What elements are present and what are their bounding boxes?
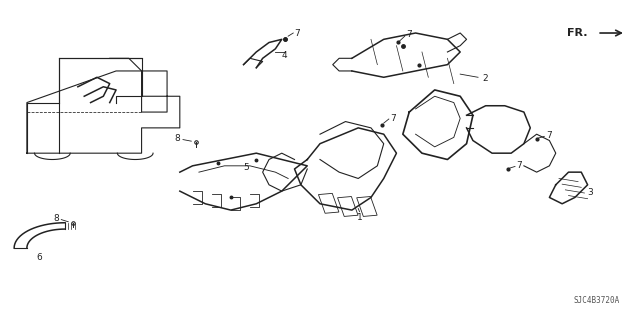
- Bar: [337, 197, 358, 216]
- Text: FR.: FR.: [567, 28, 588, 38]
- Text: 7: 7: [516, 161, 522, 170]
- Bar: [319, 193, 339, 213]
- Text: 7: 7: [294, 28, 300, 38]
- Text: 2: 2: [483, 74, 488, 83]
- Text: 5: 5: [244, 163, 250, 172]
- Text: 4: 4: [282, 51, 287, 60]
- Text: 3: 3: [588, 188, 593, 197]
- Text: 1: 1: [356, 213, 362, 222]
- Text: 8: 8: [174, 134, 180, 144]
- Text: 7: 7: [390, 114, 396, 123]
- Text: 7: 7: [406, 30, 412, 39]
- Text: 8: 8: [53, 214, 59, 223]
- Text: 7: 7: [546, 131, 552, 140]
- Text: 6: 6: [36, 253, 42, 262]
- Text: SJC4B3720A: SJC4B3720A: [573, 296, 620, 305]
- Bar: [356, 197, 377, 216]
